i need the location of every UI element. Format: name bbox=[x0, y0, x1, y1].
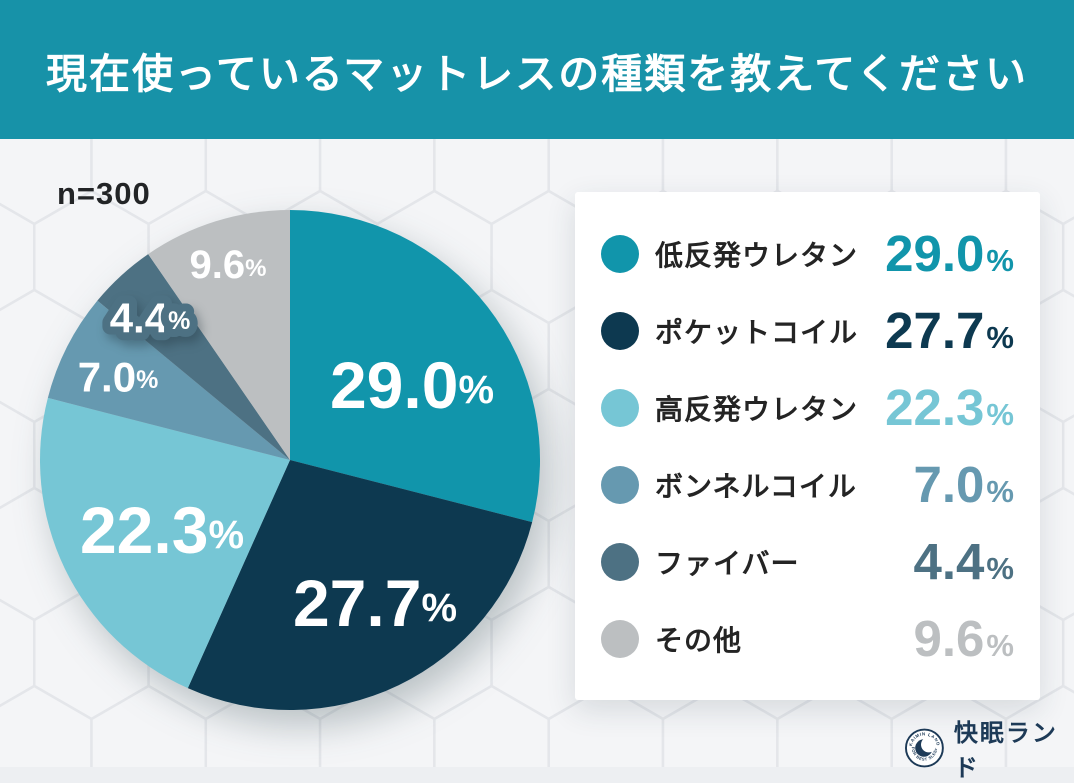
legend-item-value: 4.4% bbox=[913, 533, 1014, 590]
legend-item-label: ポケットコイル bbox=[655, 316, 859, 348]
pie-slice-1 bbox=[187, 460, 533, 710]
legend-item-0: 低反発ウレタン 29.0% bbox=[601, 228, 1014, 279]
pie-slice-3 bbox=[47, 300, 290, 460]
legend-panel: 低反発ウレタン 29.0% ポケットコイル 27.7% 高反発ウレタン 22.3… bbox=[575, 192, 1040, 700]
page-title: 現在使っているマットレスの種類を教えてください bbox=[45, 50, 1029, 97]
legend-item-value: 27.7% bbox=[885, 302, 1014, 359]
sample-size-label: n=300 bbox=[57, 176, 151, 211]
legend-item-value: 7.0% bbox=[913, 456, 1014, 513]
legend-item-label: その他 bbox=[655, 624, 743, 656]
legend-color-dot bbox=[601, 619, 639, 658]
legend-item-label: ファイバー bbox=[655, 547, 800, 579]
legend-item-value: 22.3% bbox=[885, 379, 1014, 436]
pie-chart: 29.0%27.7%22.3%7.0%4.4%9.6% bbox=[39, 210, 541, 710]
pie-slice-4 bbox=[97, 254, 291, 460]
legend-item-value: 9.6% bbox=[913, 610, 1014, 667]
legend-item-1: ポケットコイル 27.7% bbox=[601, 305, 1014, 356]
pie-slice-5 bbox=[148, 210, 290, 460]
legend-item-label: 高反発ウレタン bbox=[655, 393, 859, 425]
legend-color-dot bbox=[601, 234, 639, 273]
brand-badge-icon: KAIMIN LAND FOR BEST SLEEP bbox=[905, 728, 944, 768]
pie-slice-2 bbox=[39, 397, 290, 689]
legend-color-dot bbox=[601, 311, 639, 350]
legend-item-2: 高反発ウレタン 22.3% bbox=[601, 382, 1014, 433]
legend-item-value: 29.0% bbox=[885, 225, 1014, 282]
legend-item-5: その他 9.6% bbox=[601, 613, 1014, 664]
legend-item-4: ファイバー 4.4% bbox=[601, 536, 1014, 587]
legend-color-dot bbox=[601, 388, 639, 427]
brand-name: 快眠ランド bbox=[953, 720, 1058, 782]
legend-item-3: ボンネルコイル 7.0% bbox=[601, 459, 1014, 510]
title-bar: 現在使っているマットレスの種類を教えてください bbox=[0, 0, 1074, 139]
legend-item-label: 低反発ウレタン bbox=[655, 239, 859, 271]
legend-color-dot bbox=[601, 542, 639, 581]
brand-logo: KAIMIN LAND FOR BEST SLEEP 快眠ランド bbox=[905, 713, 1074, 783]
legend-item-label: ボンネルコイル bbox=[655, 470, 857, 502]
pie-slice-0 bbox=[290, 210, 541, 523]
legend-color-dot bbox=[601, 465, 639, 504]
